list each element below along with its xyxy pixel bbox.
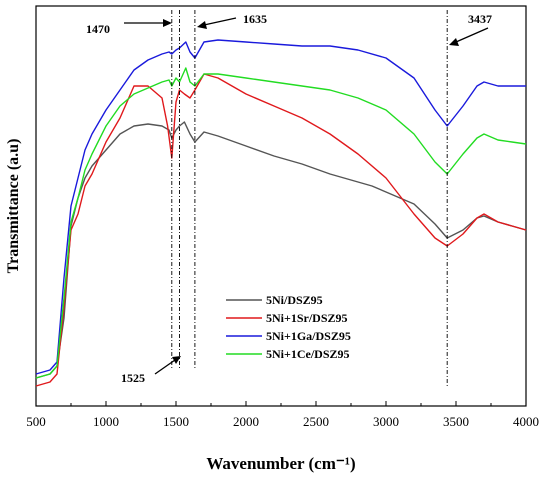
x-tick-label-1500: 1500: [163, 414, 189, 429]
series-line-3: [35, 39, 526, 375]
annotation-3437-arrow: [455, 27, 489, 43]
annotation-1525-label: 1525: [121, 371, 145, 385]
x-tick-label-1000: 1000: [93, 414, 119, 429]
legend-label-ga: 5Ni+1Ga/DSZ95: [266, 329, 351, 343]
y-axis-title: Transmittance (a.u): [5, 139, 22, 274]
annotation-1635: 1635: [197, 12, 267, 29]
annotation-1635-label: 1635: [243, 12, 267, 26]
annotation-1525-arrowhead: [172, 356, 181, 364]
x-tick-label-2000: 2000: [233, 414, 259, 429]
x-axis-ticks: 500 1000 1500 2000 2500 3000 3500 4000: [26, 401, 539, 429]
x-tick-label-2500: 2500: [303, 414, 329, 429]
annotation-1470-arrowhead: [163, 19, 172, 27]
annotation-3437: 3437: [449, 12, 492, 46]
annotation-3437-arrowhead: [449, 38, 459, 46]
legend: 5Ni/DSZ95 5Ni+1Sr/DSZ95 5Ni+1Ga/DSZ95 5N…: [226, 293, 351, 361]
plot-frame: [35, 5, 527, 407]
x-tick-label-3000: 3000: [373, 414, 399, 429]
annotation-1635-arrowhead: [197, 21, 207, 29]
annotation-1635-arrow: [203, 17, 237, 26]
annotation-1525-arrow: [154, 359, 176, 375]
annotation-1470: 1470: [86, 19, 172, 36]
annotation-3437-label: 3437: [468, 12, 492, 26]
legend-label-5ni: 5Ni/DSZ95: [266, 293, 323, 307]
x-axis-title: Wavenumber (cm⁻¹): [206, 454, 355, 473]
x-tick-label-3500: 3500: [443, 414, 469, 429]
legend-label-sr: 5Ni+1Sr/DSZ95: [266, 311, 348, 325]
x-tick-label-500: 500: [26, 414, 46, 429]
marker-lines: [171, 10, 448, 388]
annotation-1470-label: 1470: [86, 22, 110, 36]
series-line-1: [35, 121, 527, 379]
annotation-1525: 1525: [121, 356, 181, 385]
x-tick-label-4000: 4000: [513, 414, 539, 429]
legend-label-ce: 5Ni+1Ce/DSZ95: [266, 347, 350, 361]
